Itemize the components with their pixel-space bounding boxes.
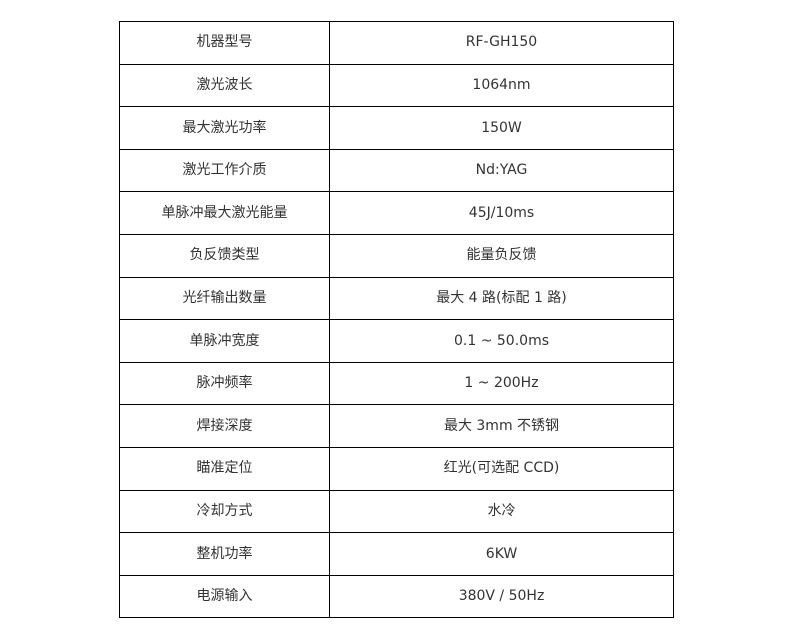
spec-value-cell: 红光(可选配 CCD) <box>329 446 674 491</box>
spec-label-cell: 最大激光功率 <box>119 106 330 150</box>
spec-label-cell: 冷却方式 <box>119 489 330 534</box>
spec-value-cell: 能量负反馈 <box>329 233 674 278</box>
table-row: 脉冲频率 1 ~ 200Hz <box>119 361 674 406</box>
table-row: 整机功率 6KW <box>119 532 674 576</box>
table-row: 瞄准定位 红光(可选配 CCD) <box>119 446 674 491</box>
spec-label-cell: 光纤输出数量 <box>119 276 330 321</box>
spec-value-cell: 1064nm <box>329 63 674 108</box>
spec-value-cell: 最大 3mm 不锈钢 <box>329 404 674 448</box>
spec-value-cell: 380V / 50Hz <box>329 574 674 619</box>
table-row: 光纤输出数量 最大 4 路(标配 1 路) <box>119 276 674 321</box>
table-row: 激光工作介质 Nd:YAG <box>119 148 674 193</box>
spec-label-cell: 激光波长 <box>119 63 330 108</box>
table-row: 焊接深度 最大 3mm 不锈钢 <box>119 404 674 448</box>
spec-label-cell: 脉冲频率 <box>119 361 330 406</box>
spec-value-cell: 水冷 <box>329 489 674 534</box>
spec-label-cell: 机器型号 <box>119 21 330 65</box>
table-row: 机器型号 RF-GH150 <box>119 21 674 65</box>
spec-value-cell: 45J/10ms <box>329 191 674 235</box>
spec-label-cell: 瞄准定位 <box>119 446 330 491</box>
spec-label-cell: 负反馈类型 <box>119 233 330 278</box>
table-row: 激光波长 1064nm <box>119 63 674 108</box>
spec-value-cell: 最大 4 路(标配 1 路) <box>329 276 674 321</box>
table-row: 单脉冲最大激光能量 45J/10ms <box>119 191 674 235</box>
spec-value-cell: RF-GH150 <box>329 21 674 65</box>
table-row: 冷却方式 水冷 <box>119 489 674 534</box>
table-row: 负反馈类型 能量负反馈 <box>119 233 674 278</box>
table-row: 最大激光功率 150W <box>119 106 674 150</box>
spec-value-cell: 6KW <box>329 532 674 576</box>
spec-label-cell: 单脉冲宽度 <box>119 319 330 363</box>
spec-label-cell: 单脉冲最大激光能量 <box>119 191 330 235</box>
spec-label-cell: 整机功率 <box>119 532 330 576</box>
spec-value-cell: 0.1 ~ 50.0ms <box>329 319 674 363</box>
spec-value-cell: 150W <box>329 106 674 150</box>
spec-value-cell: 1 ~ 200Hz <box>329 361 674 406</box>
spec-table: 机器型号 RF-GH150 激光波长 1064nm 最大激光功率 150W 激光… <box>119 21 674 619</box>
spec-label-cell: 焊接深度 <box>119 404 330 448</box>
spec-label-cell: 激光工作介质 <box>119 148 330 193</box>
spec-table-body: 机器型号 RF-GH150 激光波长 1064nm 最大激光功率 150W 激光… <box>119 21 674 619</box>
table-row: 单脉冲宽度 0.1 ~ 50.0ms <box>119 319 674 363</box>
spec-label-cell: 电源输入 <box>119 574 330 619</box>
spec-value-cell: Nd:YAG <box>329 148 674 193</box>
table-row: 电源输入 380V / 50Hz <box>119 574 674 619</box>
